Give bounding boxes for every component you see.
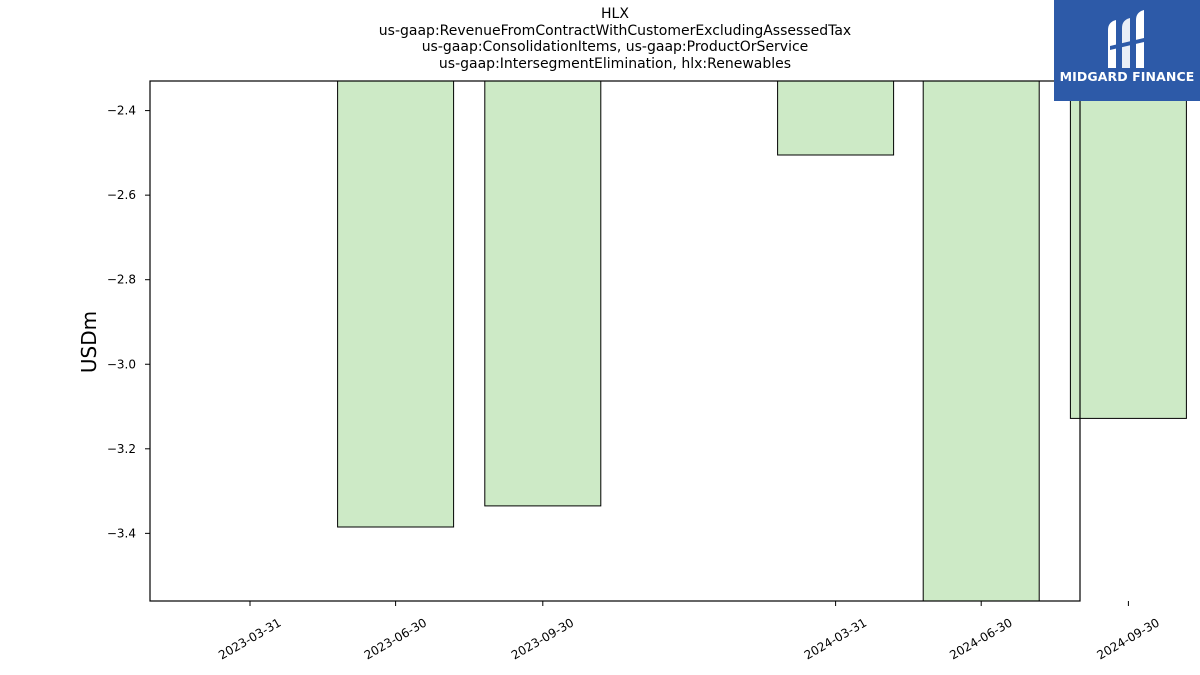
y-tick-label: −3.0	[107, 357, 136, 371]
bar-2024-06-30	[922, 80, 1040, 602]
chart-title: HLX us-gaap:RevenueFromContractWithCusto…	[150, 6, 1080, 72]
title-line-axes: us-gaap:ConsolidationItems, us-gaap:Prod…	[421, 39, 809, 55]
x-axis: 2023-03-31 2023-06-30 2023-09-30 2024-03-31…	[216, 601, 1162, 662]
y-axis: −2.4 −2.6 −2.8 −3.0 −3.2 −3.4	[107, 104, 150, 540]
plot-frame	[149, 80, 1081, 602]
title-line-metric: us-gaap:RevenueFromContractWithCustomerE…	[378, 22, 852, 39]
x-tick-label: 2024-09-30	[1094, 615, 1161, 662]
y-tick-label: −2.4	[107, 104, 136, 118]
bar-2024-09-30	[1069, 80, 1187, 419]
midgard-finance-logo: MIDGARD FINANCE	[1054, 0, 1200, 101]
x-tick-label: 2023-03-31	[216, 615, 283, 662]
bars-group	[337, 80, 1187, 602]
x-tick-label: 2023-06-30	[362, 615, 429, 662]
midgard-logo-icon	[1108, 10, 1144, 68]
x-tick-label: 2024-06-30	[947, 615, 1014, 662]
title-line-ticker: HLX	[601, 6, 629, 22]
bar-2023-09-30	[484, 80, 602, 507]
y-tick-label: −2.6	[107, 188, 136, 202]
bar-2023-06-30	[337, 80, 455, 528]
logo-text: MIDGARD FINANCE	[1059, 69, 1195, 84]
title-line-members: us-gaap:IntersegmentElimination, hlx:Ren…	[438, 55, 792, 72]
x-tick-label: 2023-09-30	[509, 615, 576, 662]
y-axis-label: USDm	[77, 311, 101, 373]
y-tick-label: −3.2	[107, 442, 136, 456]
y-tick-label: −3.4	[107, 526, 136, 540]
y-tick-label: −2.8	[107, 273, 136, 287]
x-tick-label: 2024-03-31	[802, 615, 869, 662]
bar-2024-03-31	[777, 80, 895, 156]
